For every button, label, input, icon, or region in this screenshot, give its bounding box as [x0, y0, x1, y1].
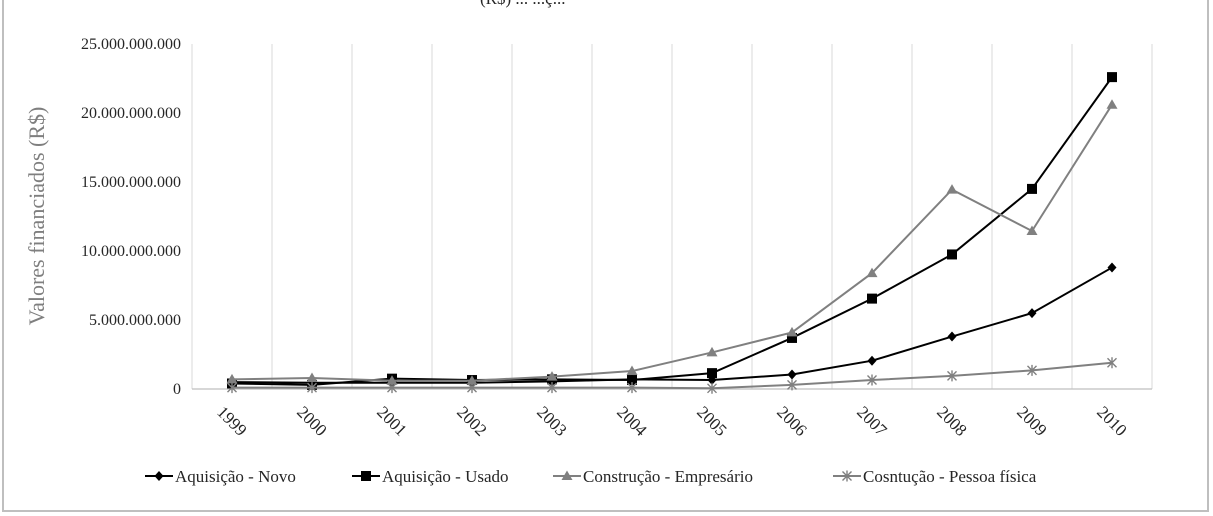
y-tick-labels: 0 5.000.000.000 10.000.000.000 15.000.000.0… — [81, 36, 181, 398]
data-point — [1026, 225, 1038, 235]
data-point — [707, 382, 717, 394]
legend-item: Aquisição - Novo — [145, 467, 296, 486]
data-point — [386, 375, 398, 385]
data-point — [707, 368, 717, 379]
series-group — [226, 72, 1118, 394]
data-point — [1107, 72, 1117, 83]
chart-title-fragment: (R$) ... ...ç... — [480, 0, 565, 8]
data-point — [867, 293, 877, 304]
series-4 — [227, 357, 1117, 394]
x-tick-label: 2002 — [453, 402, 490, 439]
data-point — [547, 382, 557, 394]
data-point — [866, 267, 878, 278]
data-point — [787, 379, 797, 391]
data-point — [947, 370, 957, 382]
legend-item: Construção - Empresário — [553, 467, 753, 486]
data-point — [706, 346, 718, 357]
gridlines — [191, 44, 1153, 389]
legend-marker — [842, 470, 852, 482]
data-point — [1106, 99, 1118, 109]
legend-item: Cosntução - Pessoa física — [833, 467, 1037, 486]
legend-label: Aquisição - Novo — [175, 467, 296, 486]
x-tick-label: 2003 — [533, 402, 570, 439]
data-point — [227, 382, 237, 394]
data-point — [627, 375, 637, 386]
data-point — [466, 375, 478, 385]
x-tick-label: 2009 — [1013, 402, 1050, 439]
data-point — [306, 372, 318, 382]
x-tick-label: 2000 — [293, 402, 330, 439]
data-point — [947, 249, 957, 260]
x-tick-label: 2005 — [693, 402, 730, 439]
y-axis-label: Valores financiados (R$) — [24, 107, 49, 326]
data-point — [1107, 262, 1117, 273]
series-line — [231, 104, 1113, 382]
data-point — [867, 374, 877, 386]
y-tick-label: 10.000.000.000 — [81, 243, 181, 260]
legend-label: Construção - Empresário — [583, 467, 753, 486]
data-point — [867, 355, 877, 366]
x-tick-label: 2006 — [773, 402, 810, 439]
data-point — [546, 371, 558, 381]
legend-marker — [154, 471, 164, 481]
y-tick-label: 0 — [173, 381, 181, 398]
x-tick-labels: 1999 2000 2001 2002 2003 2004 2005 2006 2007 2008… — [213, 402, 1130, 440]
series-line — [231, 266, 1113, 384]
legend-marker — [361, 471, 371, 481]
data-point — [1107, 357, 1117, 369]
data-point — [387, 382, 397, 394]
x-tick-label: 2001 — [373, 402, 410, 439]
legend-marker — [561, 470, 573, 480]
legend-item: Aquisição - Usado — [352, 467, 509, 486]
series-line — [232, 361, 1113, 390]
data-point — [947, 331, 957, 342]
data-point — [946, 184, 958, 194]
legend: Aquisição - Novo Aquisição - Usado Constru… — [145, 467, 1037, 486]
data-point — [787, 369, 797, 380]
x-tick-label: 2008 — [933, 402, 970, 439]
y-tick-label: 20.000.000.000 — [81, 105, 181, 122]
legend-label: Aquisição - Usado — [382, 467, 509, 486]
x-tick-label: 2007 — [853, 402, 891, 440]
data-point — [626, 365, 638, 376]
data-point — [307, 382, 317, 394]
x-tick-label: 2004 — [613, 402, 651, 440]
data-point — [787, 332, 797, 343]
y-tick-label: 15.000.000.000 — [81, 174, 181, 191]
data-point — [1027, 308, 1037, 319]
legend-label: Cosntução - Pessoa física — [863, 467, 1037, 486]
data-point — [226, 373, 238, 384]
y-tick-label: 5.000.000.000 — [89, 312, 181, 329]
x-tick-label: 1999 — [213, 402, 250, 439]
series-3 — [226, 99, 1118, 385]
data-point — [786, 326, 798, 337]
data-point — [1027, 183, 1037, 194]
x-tick-label: 2010 — [1093, 402, 1130, 439]
data-point — [627, 382, 637, 394]
data-point — [467, 382, 477, 394]
data-point — [1027, 364, 1037, 376]
y-tick-label: 25.000.000.000 — [81, 36, 181, 53]
